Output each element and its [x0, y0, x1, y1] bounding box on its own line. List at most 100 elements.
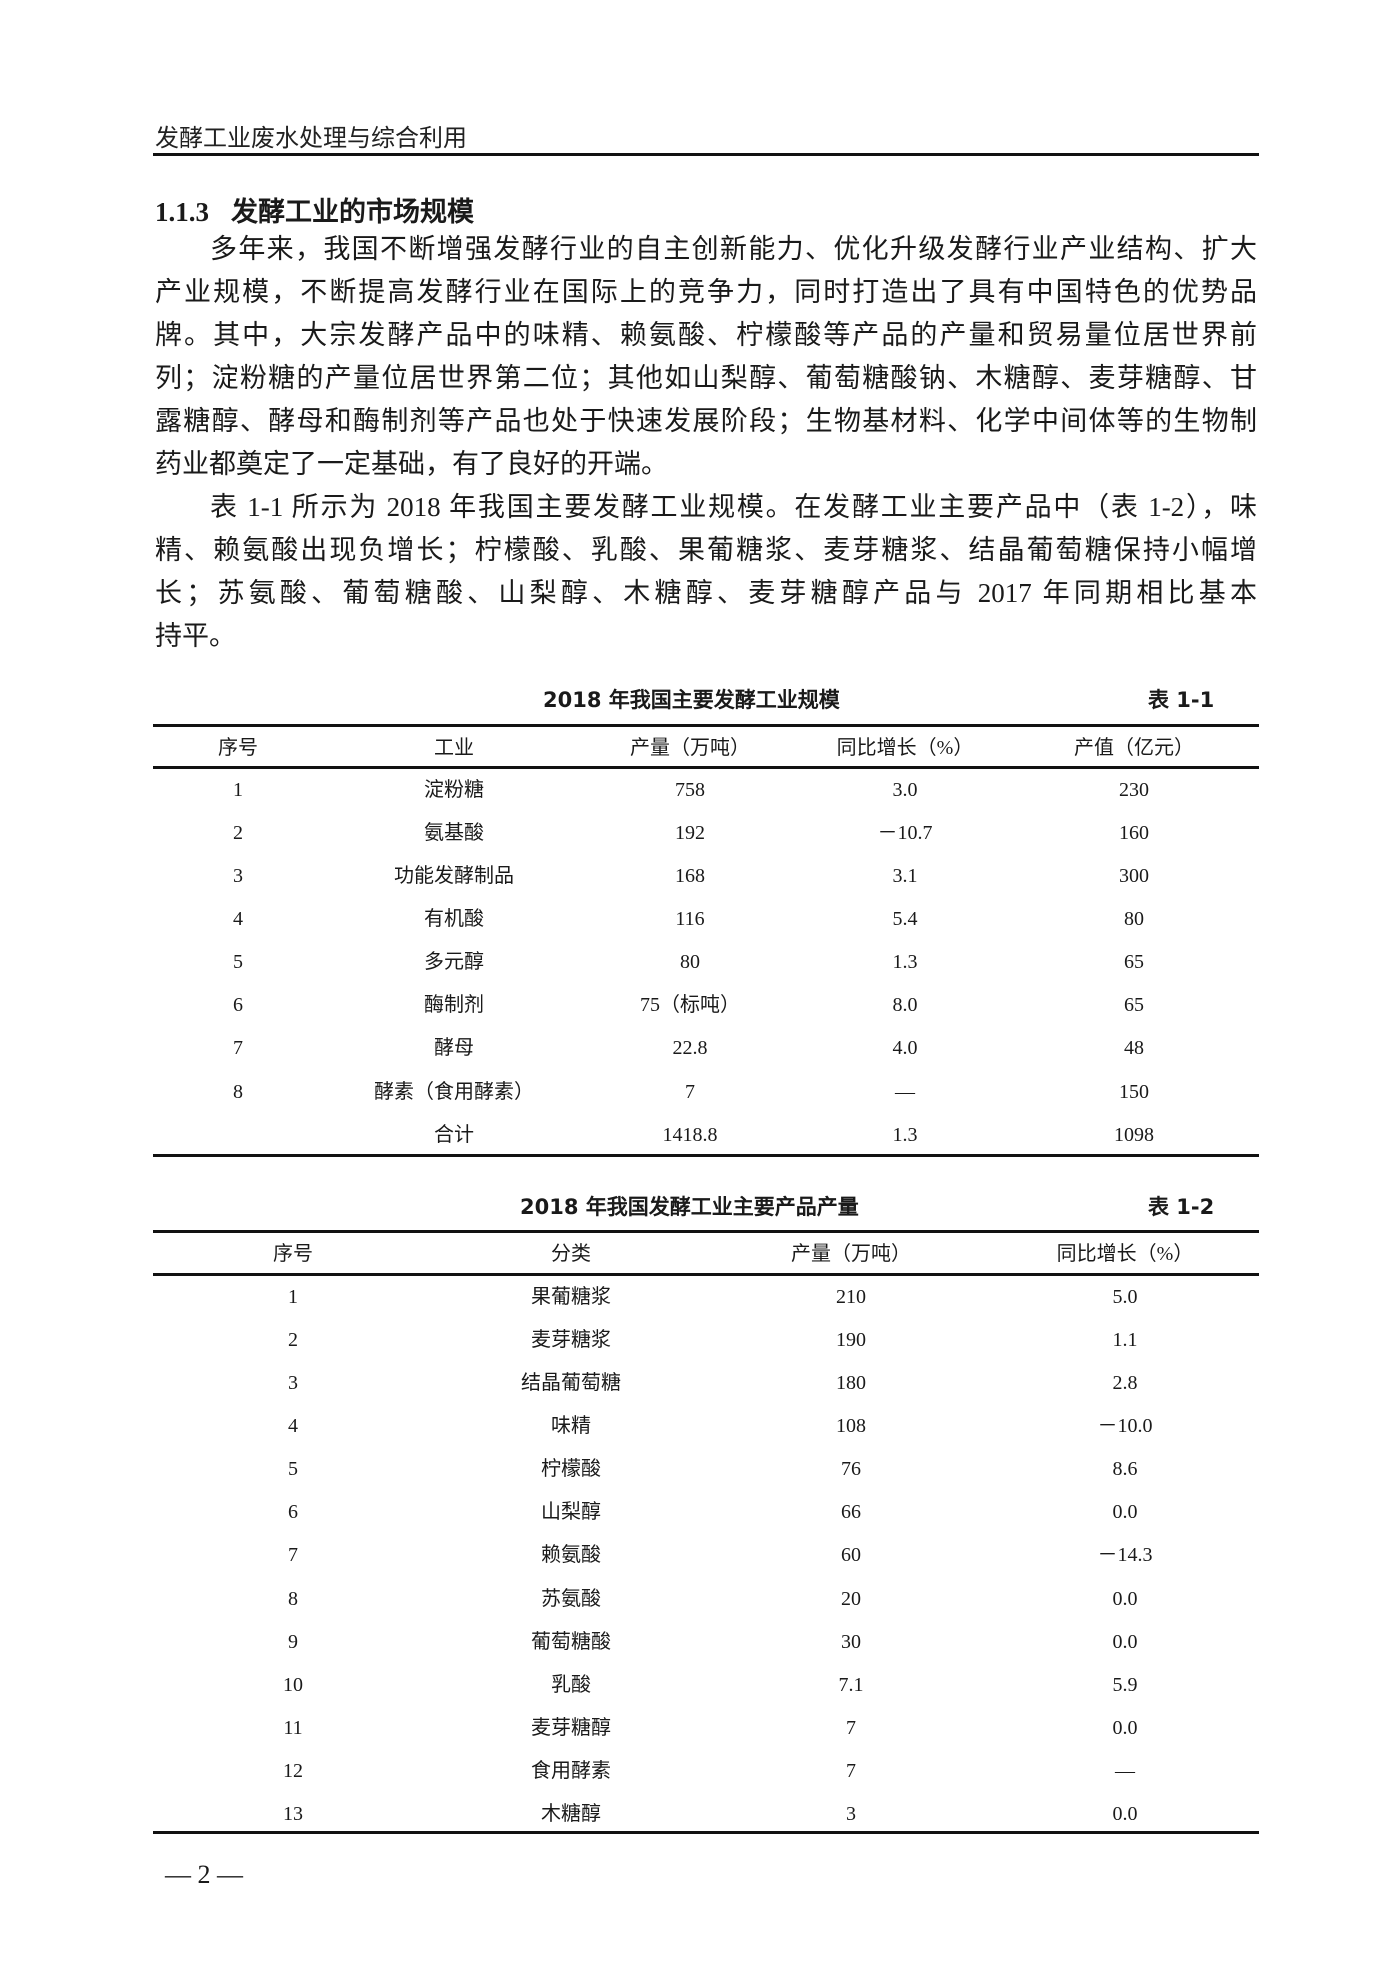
table-row: 11 麦芽糖醇 7 0.0	[153, 1707, 1259, 1750]
table-cell: 2.8	[1112, 1372, 1138, 1395]
table-cell: 有机酸	[424, 908, 484, 931]
table-cell: 4	[233, 908, 243, 931]
table-cell: 22.8	[672, 1037, 708, 1060]
paragraph-2: 表 1-1 所示为 2018 年我国主要发酵工业规模。在发酵工业主要产品中（表 …	[155, 486, 1257, 658]
table-cell: 淀粉糖	[424, 779, 484, 801]
paragraph-line: 持平。	[155, 621, 236, 651]
section-title: 发酵工业的市场规模	[231, 197, 474, 228]
table-cell: 0.0	[1112, 1501, 1138, 1524]
table-header-row: 序号 工业 产量（万吨） 同比增长（%） 产值（亿元）	[153, 727, 1259, 770]
table-cell: 108	[836, 1415, 866, 1438]
table-cell: 7	[846, 1759, 856, 1782]
table-row: 13 木糖醇 3 0.0	[153, 1793, 1259, 1836]
column-header: 序号	[273, 1243, 313, 1265]
table-cell: —	[895, 1080, 915, 1103]
table-cell: 5.4	[892, 908, 918, 931]
column-header: 同比增长（%）	[1056, 1243, 1194, 1265]
table-cell: 65	[1124, 994, 1144, 1017]
table-cell: 3	[288, 1372, 298, 1395]
table-cell: —	[1115, 1759, 1135, 1782]
column-header: 工业	[434, 737, 474, 759]
paragraph-line: 表 1-1 所示为 2018 年我国主要发酵工业规模。在发酵工业主要产品中（表 …	[210, 492, 1257, 522]
table-row: 3 功能发酵制品 168 3.1 300	[153, 855, 1259, 898]
table-cell: 1098	[1114, 1123, 1154, 1146]
column-header: 产值（亿元）	[1074, 737, 1194, 759]
table-row: 1 果葡糖浆 210 5.0	[153, 1276, 1259, 1319]
table-cell: 210	[836, 1286, 866, 1308]
table-row: 6 山梨醇 66 0.0	[153, 1491, 1259, 1534]
table-cell: 功能发酵制品	[394, 865, 514, 888]
table-cell: 76	[841, 1458, 861, 1481]
paragraph-line: 产业规模，不断提高发酵行业在国际上的竞争力，同时打造出了具有中国特色的优势品	[155, 277, 1257, 307]
table-cell: 酵素（食用酵素）	[374, 1080, 534, 1103]
table-header-row: 序号 分类 产量（万吨） 同比增长（%）	[153, 1233, 1259, 1276]
table-cell: 赖氨酸	[541, 1544, 601, 1567]
paragraph-line: 精、赖氨酸出现负增长；柠檬酸、乳酸、果葡糖浆、麦芽糖浆、结晶葡萄糖保持小幅增	[155, 535, 1257, 565]
table-cell: －14.3	[1097, 1544, 1153, 1567]
table-cell: 5	[233, 951, 243, 974]
table-cell: 7	[288, 1544, 298, 1567]
table-row: 5 柠檬酸 76 8.6	[153, 1448, 1259, 1491]
table-cell: 5.9	[1112, 1673, 1138, 1696]
table-cell: 758	[675, 779, 705, 801]
table1-label: 表 1-1	[1148, 688, 1215, 712]
table-row: 2 氨基酸 192 －10.7 160	[153, 812, 1259, 855]
table-cell: 11	[283, 1716, 303, 1739]
table-cell: 6	[288, 1501, 298, 1524]
table-row: 7 赖氨酸 60 －14.3	[153, 1534, 1259, 1577]
page-number: — 2 —	[165, 1860, 243, 1889]
paragraph-line: 多年来，我国不断增强发酵行业的自主创新能力、优化升级发酵行业产业结构、扩大	[210, 234, 1257, 264]
table-cell: 80	[1124, 908, 1144, 931]
table-cell: 乳酸	[551, 1673, 591, 1696]
paragraph-line: 牌。其中，大宗发酵产品中的味精、赖氨酸、柠檬酸等产品的产量和贸易量位居世界前	[155, 320, 1257, 350]
paragraph-line: 长；苏氨酸、葡萄糖酸、山梨醇、木糖醇、麦芽糖醇产品与 2017 年同期相比基本	[155, 578, 1257, 608]
table2-top-rule	[153, 1230, 1259, 1233]
table-cell: 5	[288, 1458, 298, 1481]
table-cell: 结晶葡萄糖	[521, 1372, 621, 1395]
table-cell: 葡萄糖酸	[531, 1630, 611, 1653]
paragraph-line: 列；淀粉糖的产量位居世界第二位；其他如山梨醇、葡萄糖酸钠、木糖醇、麦芽糖醇、甘	[155, 363, 1257, 393]
table-cell: 味精	[551, 1415, 591, 1438]
table-cell: 5.0	[1112, 1286, 1138, 1308]
table-row: 9 葡萄糖酸 30 0.0	[153, 1621, 1259, 1664]
table-cell: 1	[233, 779, 243, 801]
table-cell: 氨基酸	[424, 822, 484, 845]
table-cell: 12	[283, 1759, 303, 1782]
table-cell: 3	[233, 865, 243, 888]
table-cell: 7	[233, 1037, 243, 1060]
table-cell: 1418.8	[662, 1123, 718, 1146]
table-cell: 苏氨酸	[541, 1587, 601, 1610]
table-row: 6 酶制剂 75（标吨） 8.0 65	[153, 984, 1259, 1027]
table-cell: 1.1	[1112, 1329, 1138, 1352]
table-cell: 柠檬酸	[541, 1458, 601, 1481]
table-cell: 65	[1124, 951, 1144, 974]
table-cell: 2	[233, 822, 243, 845]
column-header: 序号	[218, 737, 258, 759]
column-header: 产量（万吨）	[630, 737, 750, 759]
table-cell: 0.0	[1112, 1630, 1138, 1653]
table2-label: 表 1-2	[1148, 1195, 1215, 1219]
table-cell: 0.0	[1112, 1587, 1138, 1610]
table-cell: 8.0	[892, 994, 918, 1017]
table-cell: 多元醇	[424, 951, 484, 974]
paragraph-line: 露糖醇、酵母和酶制剂等产品也处于快速发展阶段；生物基材料、化学中间体等的生物制	[155, 406, 1257, 436]
table2-bottom-rule	[153, 1831, 1259, 1834]
table1-header-rule	[153, 766, 1259, 769]
table-cell: 160	[1119, 822, 1149, 845]
table-cell: －10.7	[877, 822, 933, 845]
table-cell: 果葡糖浆	[531, 1286, 611, 1308]
table-cell: 酶制剂	[424, 994, 484, 1017]
table-row: 4 有机酸 116 5.4 80	[153, 898, 1259, 941]
table-cell: 1	[288, 1286, 298, 1308]
header-rule	[153, 153, 1259, 156]
table-cell: 10	[283, 1673, 303, 1696]
table-row: 8 苏氨酸 20 0.0	[153, 1578, 1259, 1621]
table1-title: 2018 年我国主要发酵工业规模	[543, 688, 840, 712]
table-cell: 8.6	[1112, 1458, 1138, 1481]
table-cell: 9	[288, 1630, 298, 1653]
column-header: 产量（万吨）	[791, 1243, 911, 1265]
table-row: 4 味精 108 －10.0	[153, 1405, 1259, 1448]
table-cell: 合计	[434, 1123, 474, 1146]
table-cell: 4.0	[892, 1037, 918, 1060]
table-cell: 116	[675, 908, 705, 931]
